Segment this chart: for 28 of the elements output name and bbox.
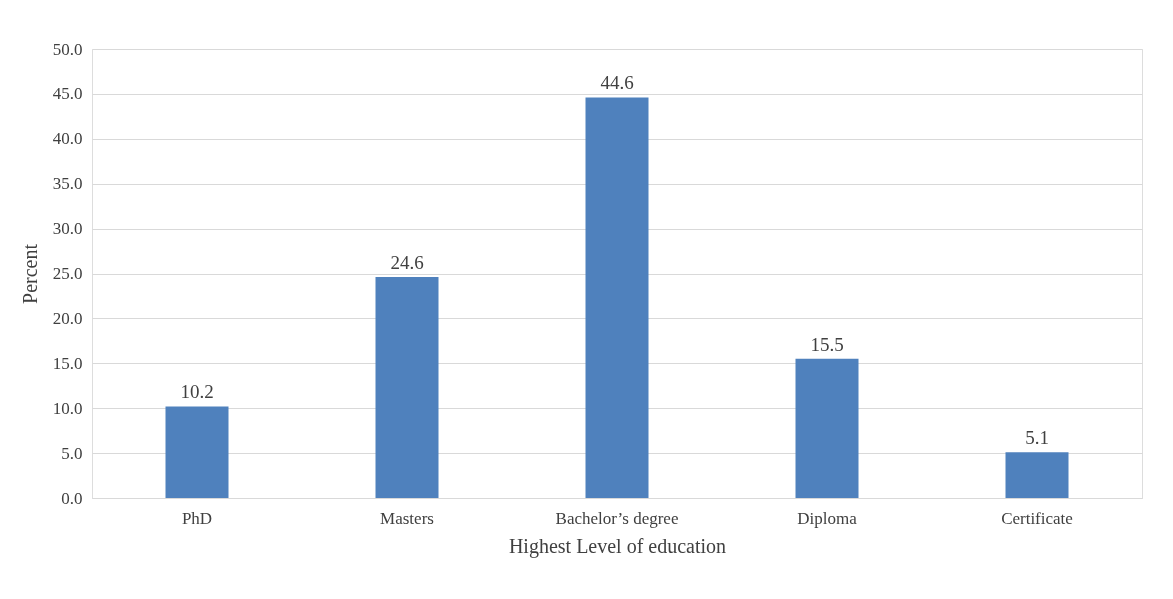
y-tick-label: 10.0 [52, 398, 83, 418]
bar [1005, 452, 1069, 498]
y-tick-label: 40.0 [52, 129, 83, 149]
bar [165, 406, 229, 498]
x-tick-label: Bachelor’s degree [555, 508, 679, 528]
x-axis-title: Highest Level of education [508, 534, 727, 558]
bar [585, 97, 649, 498]
bar [795, 358, 859, 498]
y-tick-label: 35.0 [52, 174, 83, 194]
y-tick-label: 30.0 [52, 219, 83, 239]
y-axis-title: Percent [18, 243, 41, 304]
y-tick-label: 20.0 [52, 308, 83, 328]
x-tick-label: Certificate [1001, 508, 1073, 528]
bar [375, 277, 439, 498]
data-label: 5.1 [1025, 427, 1049, 449]
x-tick-label: PhD [181, 508, 213, 528]
x-tick-label: Diploma [797, 508, 858, 528]
y-tick-label: 5.0 [61, 443, 83, 463]
data-label: 24.6 [390, 252, 424, 274]
y-tick-label: 25.0 [52, 264, 83, 283]
x-tick-label: Masters [380, 508, 434, 528]
data-label: 15.5 [810, 333, 844, 355]
y-tick-label: 15.0 [52, 353, 83, 373]
data-label: 10.2 [180, 381, 214, 403]
y-tick-label: 0.0 [61, 488, 83, 508]
data-label: 44.6 [600, 72, 634, 94]
y-tick-label: 50.0 [52, 39, 83, 59]
y-tick-label: 45.0 [52, 84, 83, 104]
